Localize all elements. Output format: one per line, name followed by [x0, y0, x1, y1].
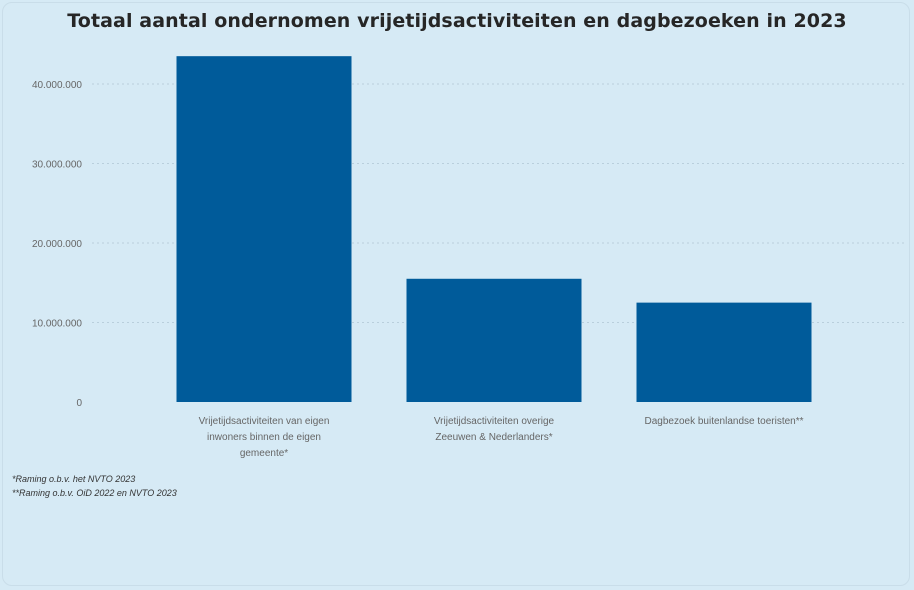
- y-tick-label: 30.000.000: [32, 160, 82, 171]
- bar: [636, 302, 812, 402]
- x-category-label: Vrijetijdsactiviteiten overige: [434, 416, 555, 427]
- bar: [176, 56, 352, 403]
- x-category-label: Dagbezoek buitenlandse toeristen**: [645, 416, 804, 427]
- chart-title: Totaal aantal ondernomen vrijetijdsactiv…: [67, 10, 847, 32]
- x-category-label: inwoners binnen de eigen: [207, 432, 321, 443]
- footnote-1: *Raming o.b.v. het NVTO 2023: [12, 474, 136, 484]
- x-category-label: Zeeuwen & Nederlanders*: [435, 432, 552, 443]
- y-tick-label: 10.000.000: [32, 319, 82, 330]
- x-category-label: gemeente*: [240, 448, 288, 459]
- bar: [406, 278, 582, 402]
- y-tick-label: 40.000.000: [32, 80, 82, 91]
- x-category-label: Vrijetijdsactiviteiten van eigen: [199, 416, 330, 427]
- y-tick-label: 0: [76, 398, 82, 409]
- footnote-2: **Raming o.b.v. OiD 2022 en NVTO 2023: [12, 488, 177, 498]
- y-tick-label: 20.000.000: [32, 239, 82, 250]
